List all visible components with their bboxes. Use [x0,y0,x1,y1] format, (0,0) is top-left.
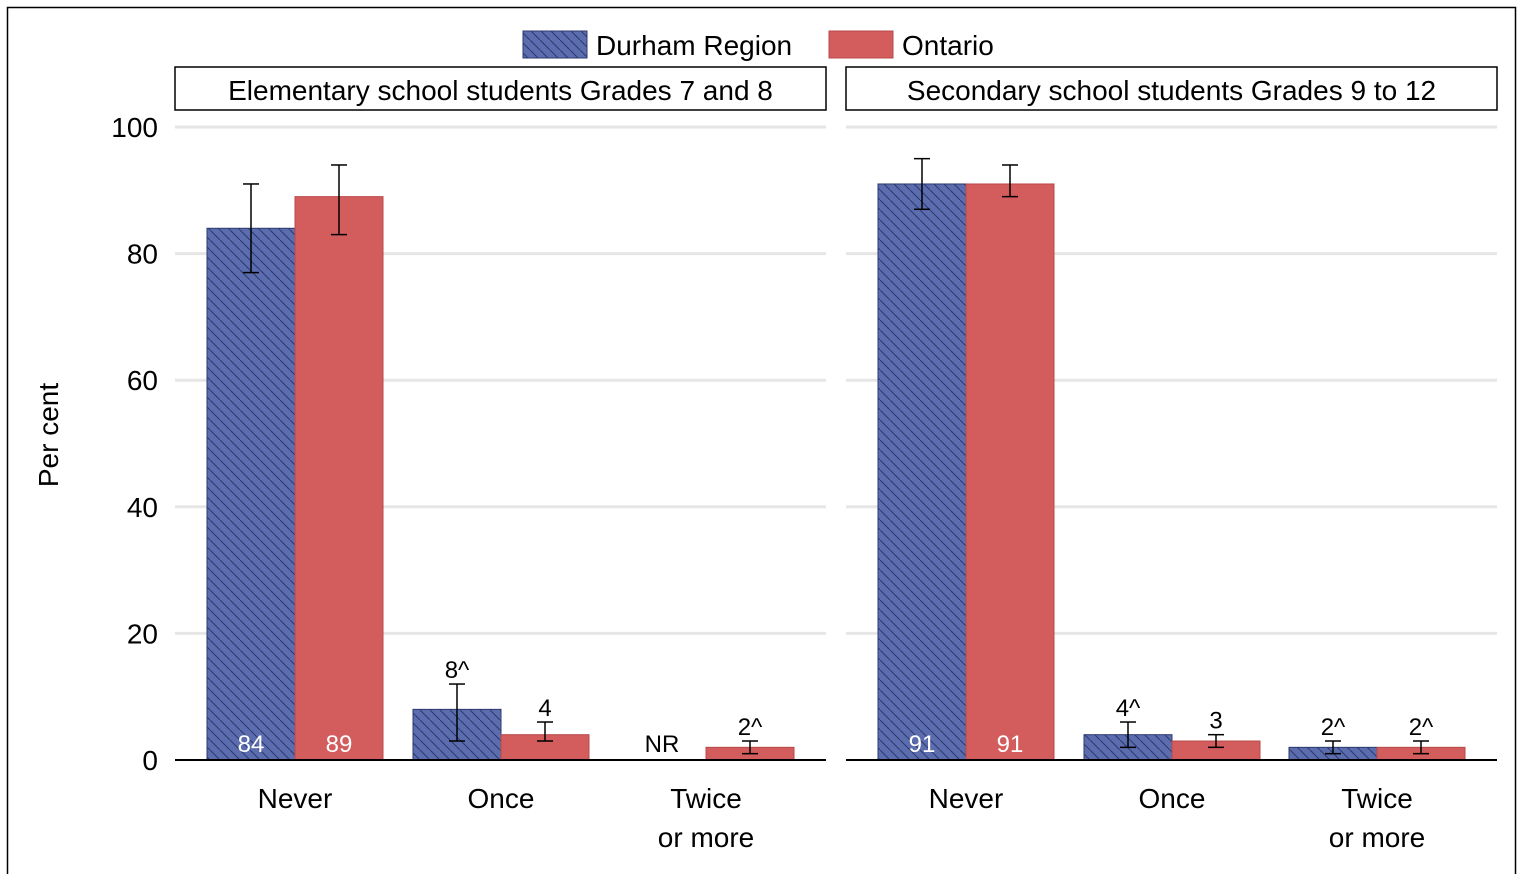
data-label-ontario: 2^ [1409,714,1434,741]
panel-title-box [174,66,827,111]
data-label-durham: NR [645,731,680,758]
data-label-durham: 2^ [1321,714,1346,741]
bar-ontario [965,183,1055,761]
outer-frame [6,6,1517,874]
data-label-ontario: 3 [1209,708,1222,735]
x-tick-label: Twice [670,783,742,814]
bar-durham [206,227,296,761]
data-label-durham: 91 [909,731,936,758]
bar-ontario [294,196,384,761]
legend-label-ontario: Ontario [902,30,994,61]
data-label-durham: 84 [238,731,265,758]
y-tick-label: 0 [142,745,158,776]
legend-label-durham: Durham Region [596,30,792,61]
bar-durham [877,183,967,761]
panel-title-box [845,66,1498,111]
x-tick-label: Never [929,783,1004,814]
y-axis-label: Per cent [33,383,64,487]
data-label-ontario: 89 [326,731,353,758]
panel-title: Secondary school students Grades 9 to 12 [907,75,1436,106]
y-tick-label: 80 [127,239,158,270]
y-tick-label: 40 [127,492,158,523]
x-tick-label: Twice [1341,783,1413,814]
y-tick-label: 60 [127,365,158,396]
x-tick-label: Once [1139,783,1206,814]
data-label-ontario: 2^ [738,714,763,741]
panel-title: Elementary school students Grades 7 and … [228,75,773,106]
x-tick-label: or more [1329,822,1425,853]
data-label-durham: 4^ [1116,695,1141,722]
data-label-durham: 8^ [445,657,470,684]
x-tick-label: Never [258,783,333,814]
x-tick-label: or more [658,822,754,853]
y-tick-label: 20 [127,618,158,649]
x-tick-label: Once [468,783,535,814]
data-label-ontario: 4 [538,695,551,722]
y-tick-label: 100 [111,112,158,143]
legend-swatch-ontario [828,30,894,59]
data-label-ontario: 91 [997,731,1024,758]
legend-swatch-durham [522,30,588,59]
